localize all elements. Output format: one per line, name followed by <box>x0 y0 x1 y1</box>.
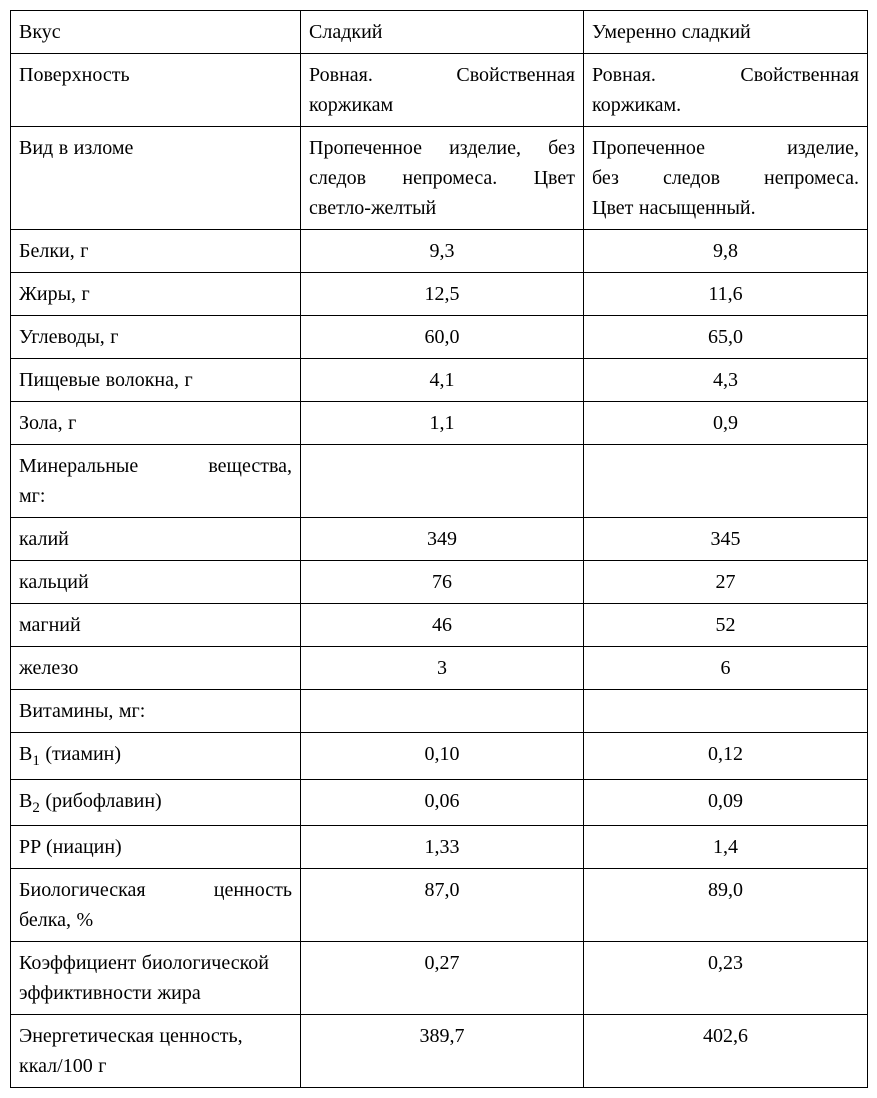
row-value-2: 6 <box>584 647 868 690</box>
row-value-2: 4,3 <box>584 359 868 402</box>
row-value-2: 0,9 <box>584 402 868 445</box>
row-label: Вид в изломе <box>11 127 301 230</box>
row-label: Витамины, мг: <box>11 690 301 733</box>
table-row: кальций7627 <box>11 561 868 604</box>
table-row: калий349345 <box>11 518 868 561</box>
row-value-2: 1,4 <box>584 826 868 869</box>
row-value-2: 9,8 <box>584 230 868 273</box>
table-row: Коэффициент биологической эффиктивности … <box>11 942 868 1015</box>
table-row: магний4652 <box>11 604 868 647</box>
row-value-1: 4,1 <box>301 359 584 402</box>
row-value-1: 0,27 <box>301 942 584 1015</box>
table-row: ПоверхностьРовная. СвойственнаякоржикамР… <box>11 54 868 127</box>
table-row: железо36 <box>11 647 868 690</box>
row-label: Жиры, г <box>11 273 301 316</box>
row-value-2: Пропеченное изделие,без следов непромеса… <box>584 127 868 230</box>
row-value-2 <box>584 445 868 518</box>
row-label: B2 (рибофлавин) <box>11 779 301 826</box>
row-value-2: Умеренно сладкий <box>584 11 868 54</box>
table-row: Жиры, г12,511,6 <box>11 273 868 316</box>
row-value-1 <box>301 690 584 733</box>
nutrition-table: ВкусСладкийУмеренно сладкийПоверхностьРо… <box>10 10 868 1088</box>
table-row: Минеральные вещества,мг: <box>11 445 868 518</box>
table-row: Биологическая ценностьбелка, %87,089,0 <box>11 869 868 942</box>
table-row: B2 (рибофлавин)0,060,09 <box>11 779 868 826</box>
row-value-1: 1,33 <box>301 826 584 869</box>
row-label: Биологическая ценностьбелка, % <box>11 869 301 942</box>
row-value-2: 52 <box>584 604 868 647</box>
row-value-1: 3 <box>301 647 584 690</box>
row-value-2: 89,0 <box>584 869 868 942</box>
row-value-1: 76 <box>301 561 584 604</box>
row-value-1: 60,0 <box>301 316 584 359</box>
table-row: Вид в изломеПропеченное изделие, без сле… <box>11 127 868 230</box>
row-value-1: 12,5 <box>301 273 584 316</box>
table-row: PP (ниацин)1,331,4 <box>11 826 868 869</box>
row-label: Минеральные вещества,мг: <box>11 445 301 518</box>
row-value-2: 27 <box>584 561 868 604</box>
row-label: магний <box>11 604 301 647</box>
row-value-2: 402,6 <box>584 1015 868 1088</box>
row-label: Белки, г <box>11 230 301 273</box>
row-label: калий <box>11 518 301 561</box>
row-value-2: 0,09 <box>584 779 868 826</box>
row-value-2: 65,0 <box>584 316 868 359</box>
table-row: Белки, г9,39,8 <box>11 230 868 273</box>
row-value-2: Ровная. Свойственнаякоржикам. <box>584 54 868 127</box>
table-row: B1 (тиамин)0,100,12 <box>11 733 868 780</box>
table-row: Энергетическая ценность, ккал/100 г389,7… <box>11 1015 868 1088</box>
row-value-1: 87,0 <box>301 869 584 942</box>
row-value-1: 46 <box>301 604 584 647</box>
row-value-1: Ровная. Свойственнаякоржикам <box>301 54 584 127</box>
row-label: Поверхность <box>11 54 301 127</box>
row-label: железо <box>11 647 301 690</box>
row-label: B1 (тиамин) <box>11 733 301 780</box>
table-row: Витамины, мг: <box>11 690 868 733</box>
table-row: Зола, г1,10,9 <box>11 402 868 445</box>
row-label: кальций <box>11 561 301 604</box>
row-value-1: 1,1 <box>301 402 584 445</box>
row-value-2 <box>584 690 868 733</box>
row-label: Пищевые волокна, г <box>11 359 301 402</box>
row-label: PP (ниацин) <box>11 826 301 869</box>
row-value-2: 345 <box>584 518 868 561</box>
row-value-1: Сладкий <box>301 11 584 54</box>
row-value-1: 9,3 <box>301 230 584 273</box>
table-row: Пищевые волокна, г4,14,3 <box>11 359 868 402</box>
row-label: Зола, г <box>11 402 301 445</box>
row-value-2: 11,6 <box>584 273 868 316</box>
row-value-1: 389,7 <box>301 1015 584 1088</box>
table-row: Углеводы, г60,065,0 <box>11 316 868 359</box>
row-label: Вкус <box>11 11 301 54</box>
row-value-1 <box>301 445 584 518</box>
row-value-1: 0,10 <box>301 733 584 780</box>
row-value-1: Пропеченное изделие, без следов непромес… <box>301 127 584 230</box>
table-row: ВкусСладкийУмеренно сладкий <box>11 11 868 54</box>
row-label: Коэффициент биологической эффиктивности … <box>11 942 301 1015</box>
row-value-2: 0,12 <box>584 733 868 780</box>
row-label: Углеводы, г <box>11 316 301 359</box>
row-value-2: 0,23 <box>584 942 868 1015</box>
row-label: Энергетическая ценность, ккал/100 г <box>11 1015 301 1088</box>
row-value-1: 349 <box>301 518 584 561</box>
row-value-1: 0,06 <box>301 779 584 826</box>
